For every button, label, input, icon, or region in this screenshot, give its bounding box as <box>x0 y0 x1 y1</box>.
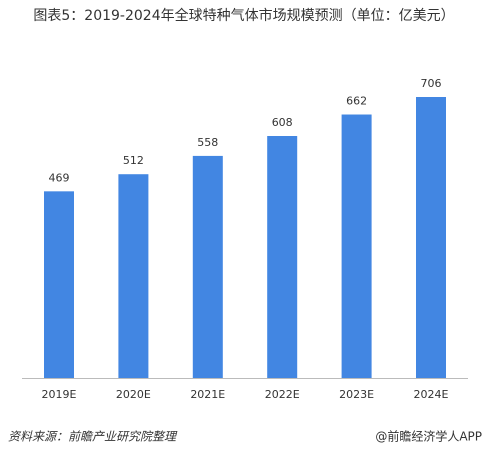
data-label: 706 <box>421 77 442 90</box>
x-tick-label: 2023E <box>339 388 374 401</box>
data-label: 469 <box>49 171 70 184</box>
credit: @前瞻经济学人APP <box>375 429 482 444</box>
chart-title: 图表5：2019-2024年全球特种气体市场规模预测（单位：亿美元） <box>33 8 455 24</box>
x-tick-label: 2021E <box>190 388 225 401</box>
x-tick-label: 2024E <box>414 388 449 401</box>
bar <box>118 174 149 378</box>
data-label: 662 <box>346 95 367 108</box>
x-tick-label: 2020E <box>116 388 151 401</box>
source: 资料来源：前瞻产业研究院整理 <box>8 430 178 444</box>
data-label: 558 <box>197 136 218 149</box>
data-label: 512 <box>123 154 144 167</box>
bar <box>341 114 372 378</box>
bar <box>416 97 446 378</box>
x-tick-label: 2022E <box>265 388 300 401</box>
x-tick-label: 2019E <box>42 388 77 401</box>
bar <box>267 136 298 378</box>
bar <box>192 155 223 378</box>
bar <box>44 191 74 378</box>
data-label: 608 <box>272 116 293 129</box>
